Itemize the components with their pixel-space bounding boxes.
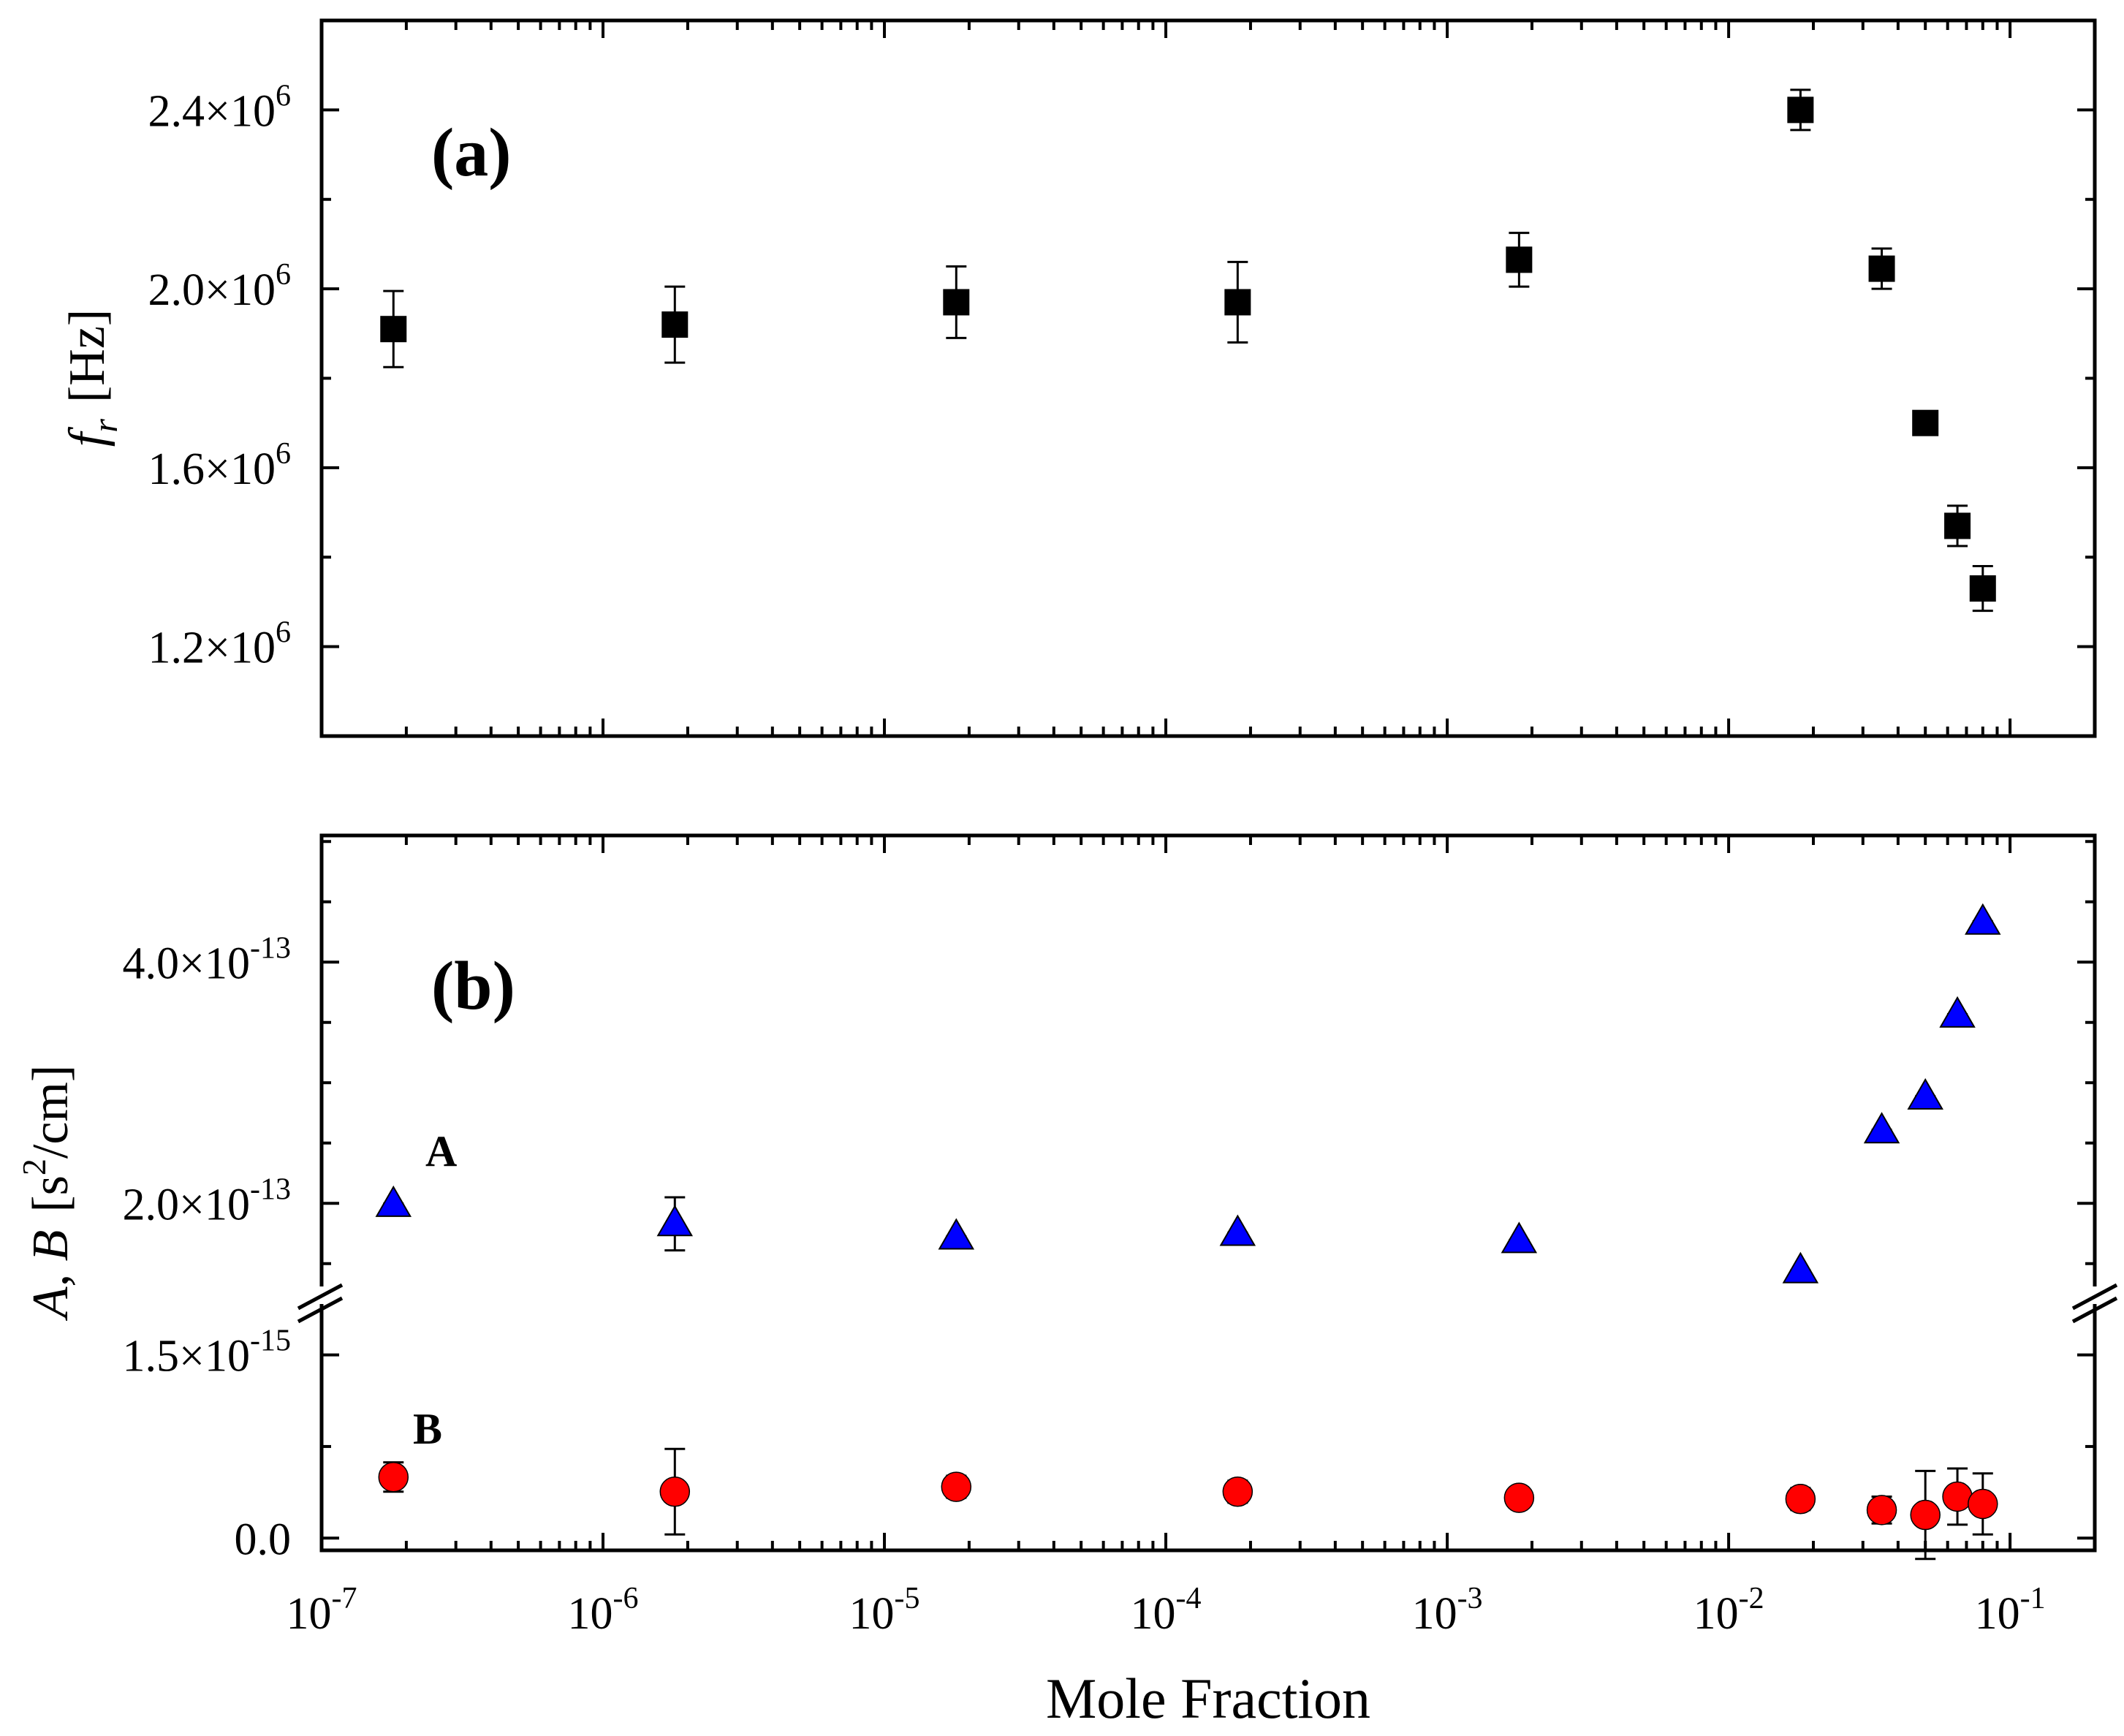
panel-b-ylabel-unit-start: [s [23, 1175, 79, 1213]
B-data-point [1785, 1484, 1816, 1515]
f_r-data-point [1969, 575, 1996, 602]
panel-b-upper-ytick-label: 4.0×10-13 [123, 931, 291, 988]
x-tick-label: 10-3 [1412, 1582, 1483, 1639]
panel-a-ytick-label: 2.0×106 [148, 258, 291, 315]
panel-a-label: (a) [431, 115, 512, 191]
A-data-point [1863, 1112, 1900, 1144]
f_r-data-point [1912, 409, 1939, 436]
B-data-point [378, 1461, 409, 1493]
x-tick-label: 10-7 [287, 1582, 357, 1639]
B-data-point [1910, 1499, 1941, 1531]
A-data-point [1501, 1221, 1538, 1254]
f_r-data-point [1944, 512, 1971, 539]
axis-break-left [297, 1283, 344, 1324]
A-data-point [375, 1185, 412, 1217]
f_r-data-point [1506, 246, 1533, 273]
panel-b-frame [319, 833, 2097, 1553]
panel-a-frame [319, 18, 2097, 738]
axis-break-left-slash-2 [297, 1296, 344, 1324]
A-data-point [1965, 903, 2001, 935]
panel-b-ylabel-unit-end: /cm] [23, 1065, 79, 1159]
A-data-point [1219, 1214, 1256, 1246]
panel-b-ylabel-unit-exponent: 2 [15, 1159, 53, 1175]
A-data-point [1939, 996, 1976, 1028]
axis-break-right-slash-1 [2071, 1283, 2118, 1311]
f_r-data-point [1868, 255, 1895, 282]
axis-break-right [2071, 1283, 2118, 1324]
panel-b-lower-ytick-label: 1.5×10-15 [123, 1324, 291, 1381]
f_r-data-point [1787, 96, 1814, 124]
x-tick-label: 10-2 [1693, 1582, 1764, 1639]
panel-a-ytick-label: 1.2×106 [148, 616, 291, 673]
panel-a-ytick-label: 1.6×106 [148, 437, 291, 494]
x-axis-label: Mole Fraction [1046, 1667, 1370, 1730]
panel-b-ytick-labels: 2.0×10-13 4.0×10-13 0.0 1.5×10-15 [123, 931, 291, 1564]
panel-b: (b) A B 2.0×10-13 4.0×10-13 0.0 1.5×10-15 A… [15, 833, 2118, 1564]
series-a-label: A [425, 1127, 457, 1175]
panel-b-ylabel-vars: A, B [23, 1230, 79, 1322]
B-data-point [659, 1477, 691, 1507]
panel-b-lower-ytick-label: 0.0 [235, 1515, 292, 1564]
B-data-point [1222, 1477, 1253, 1507]
B-data-point [1942, 1481, 1973, 1512]
panel-b-points [375, 903, 2001, 1531]
A-data-point [656, 1205, 694, 1237]
B-data-point [941, 1471, 972, 1502]
f_r-data-point [661, 311, 689, 338]
panel-a-ytick-label: 2.4×106 [148, 79, 291, 136]
B-data-point [1866, 1495, 1897, 1525]
A-data-point [938, 1218, 975, 1250]
x-tick-label: 10-6 [568, 1582, 639, 1639]
axis-break-left-slash-1 [297, 1283, 344, 1311]
x-tick-label: 10-1 [1975, 1582, 2046, 1639]
A-data-point [1782, 1251, 1819, 1284]
panel-a-points [380, 96, 1996, 602]
series-b-label: B [413, 1405, 442, 1453]
panel-a-ylabel-subscript: r [86, 419, 125, 433]
x-tick-label: 10-4 [1131, 1582, 1202, 1639]
panel-a-ytick-labels: 1.2×106 1.6×106 2.0×106 2.4×106 [148, 79, 291, 672]
axis-break-right-slash-2 [2071, 1296, 2118, 1324]
x-tick-labels: 10-7 10-6 10-5 10-4 10-3 10-2 10-1 [287, 1582, 2046, 1639]
B-data-point [1968, 1488, 1998, 1520]
f_r-data-point [943, 289, 970, 316]
panel-b-upper-ytick-label: 2.0×10-13 [123, 1172, 291, 1229]
panel-b-ylabel: A, B [s2/cm] [15, 1065, 79, 1321]
A-data-point [1907, 1078, 1943, 1110]
f_r-data-point [1224, 289, 1251, 316]
x-tick-label: 10-5 [849, 1582, 920, 1639]
f_r-data-point [380, 316, 407, 343]
panel-b-label: (b) [431, 948, 515, 1024]
panel-a-ylabel-unit: [Hz] [59, 309, 115, 403]
B-data-point [1503, 1482, 1535, 1513]
